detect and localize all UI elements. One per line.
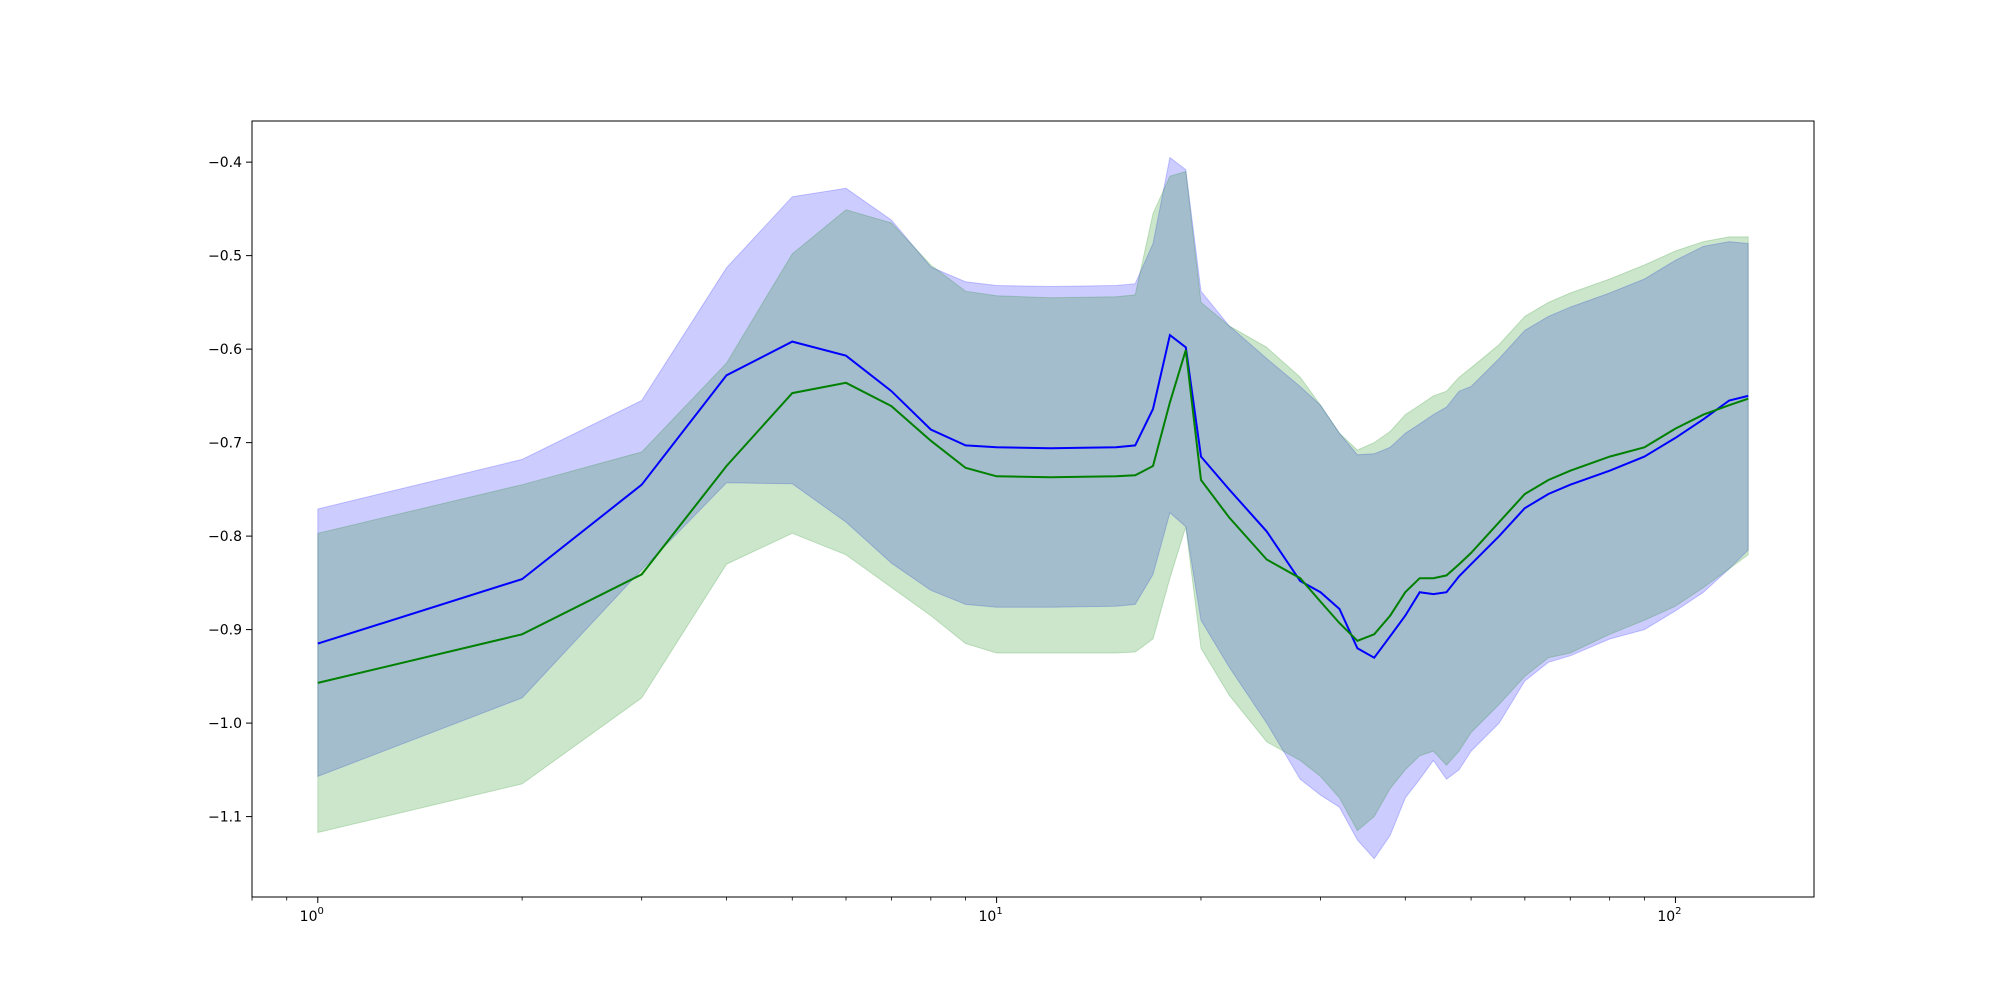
y-axis: −0.4 −0.5 −0.6 −0.7 −0.8 −0.9 −1.0 −1.1 [208,155,252,826]
mean-lines [317,333,1749,684]
x-tick-label: 100 [300,906,324,925]
x-tick-label: 101 [979,906,1003,925]
x-axis: 100 101 102 [251,897,1682,925]
y-tick-label: −1.0 [208,716,242,732]
y-tick-label: −0.9 [208,623,242,639]
plot-frame [251,120,1815,898]
series-1-line [317,349,1749,684]
y-tick-label: −0.8 [208,529,242,545]
x-tick-label: 102 [1657,906,1681,925]
y-tick-label: −1.1 [208,810,242,826]
confidence-bands [317,156,1749,860]
series-0-band [317,156,1749,860]
y-tick-label: −0.4 [208,155,242,171]
y-tick-label: −0.5 [208,249,242,265]
y-tick-label: −0.7 [208,436,242,452]
series-1-band [317,170,1749,834]
series-0-line [317,333,1749,660]
y-tick-label: −0.6 [208,342,242,358]
